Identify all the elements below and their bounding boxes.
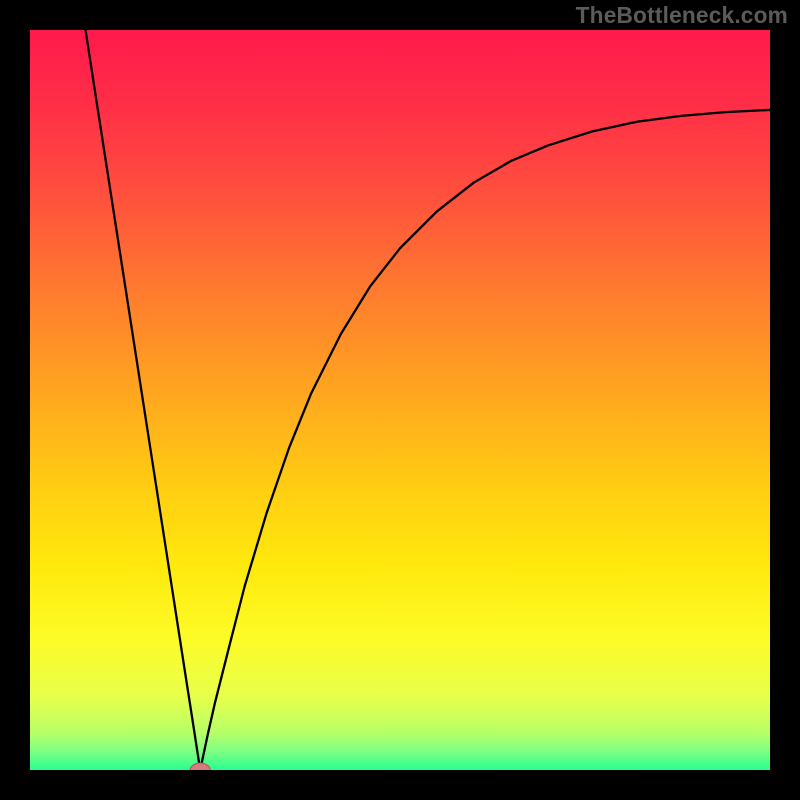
gradient-background — [30, 30, 770, 770]
chart-svg — [30, 30, 770, 770]
watermark-text: TheBottleneck.com — [576, 2, 788, 29]
plot-area — [30, 30, 770, 770]
chart-frame: TheBottleneck.com — [0, 0, 800, 800]
